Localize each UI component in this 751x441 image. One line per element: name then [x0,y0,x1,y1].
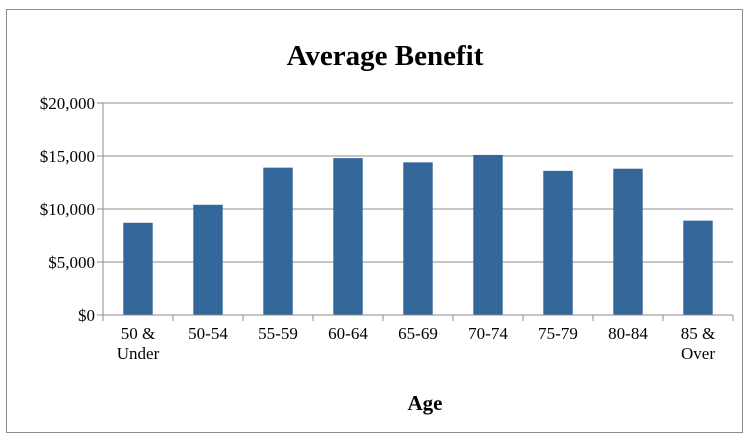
x-tick-label: 50-54 [188,324,228,343]
x-tick-label-line: Under [117,344,160,363]
bar [543,170,573,315]
y-tick-label: $20,000 [40,94,95,113]
x-axis-title: Age [408,391,443,415]
x-tick-label-line: Over [681,344,715,363]
x-tick-label: 75-79 [538,324,578,343]
bar [123,222,153,315]
bar [473,154,503,315]
x-tick-label-line: 85 & [681,324,715,343]
bar [263,167,293,315]
bars [123,154,713,315]
y-tick-label: $10,000 [40,200,95,219]
bar [683,220,713,315]
chart-title: Average Benefit [287,40,484,72]
x-tick-label: 60-64 [328,324,368,343]
bar [613,168,643,315]
x-tick-label: 55-59 [258,324,298,343]
x-tick-label-line: 60-64 [328,324,368,343]
x-tick-label: 65-69 [398,324,438,343]
x-tick-label-line: 70-74 [468,324,508,343]
x-tick-label-line: 65-69 [398,324,438,343]
x-tick-label-line: 50-54 [188,324,228,343]
x-tick-label: 70-74 [468,324,508,343]
x-tick-label: 50 & Under [117,324,160,363]
y-tick-label: $5,000 [48,253,95,272]
x-tick-label-line: 80-84 [608,324,648,343]
x-tick-label-line: 55-59 [258,324,298,343]
y-axis-ticks: $0 $5,000 $10,000 $15,000 $20,000 [40,94,104,325]
bar [403,162,433,315]
x-tick-label: 80-84 [608,324,648,343]
x-tick-label-line: 75-79 [538,324,578,343]
y-tick-label: $15,000 [40,147,95,166]
x-tick-label-line: 50 & [121,324,155,343]
x-tick-label: 85 & Over [681,324,716,363]
bar [333,158,363,315]
x-axis-ticks: 50 & Under 50-54 55-59 60-64 65-69 70-74 75-79 8… [102,314,734,363]
bar [193,204,223,315]
y-tick-label: $0 [78,306,95,325]
